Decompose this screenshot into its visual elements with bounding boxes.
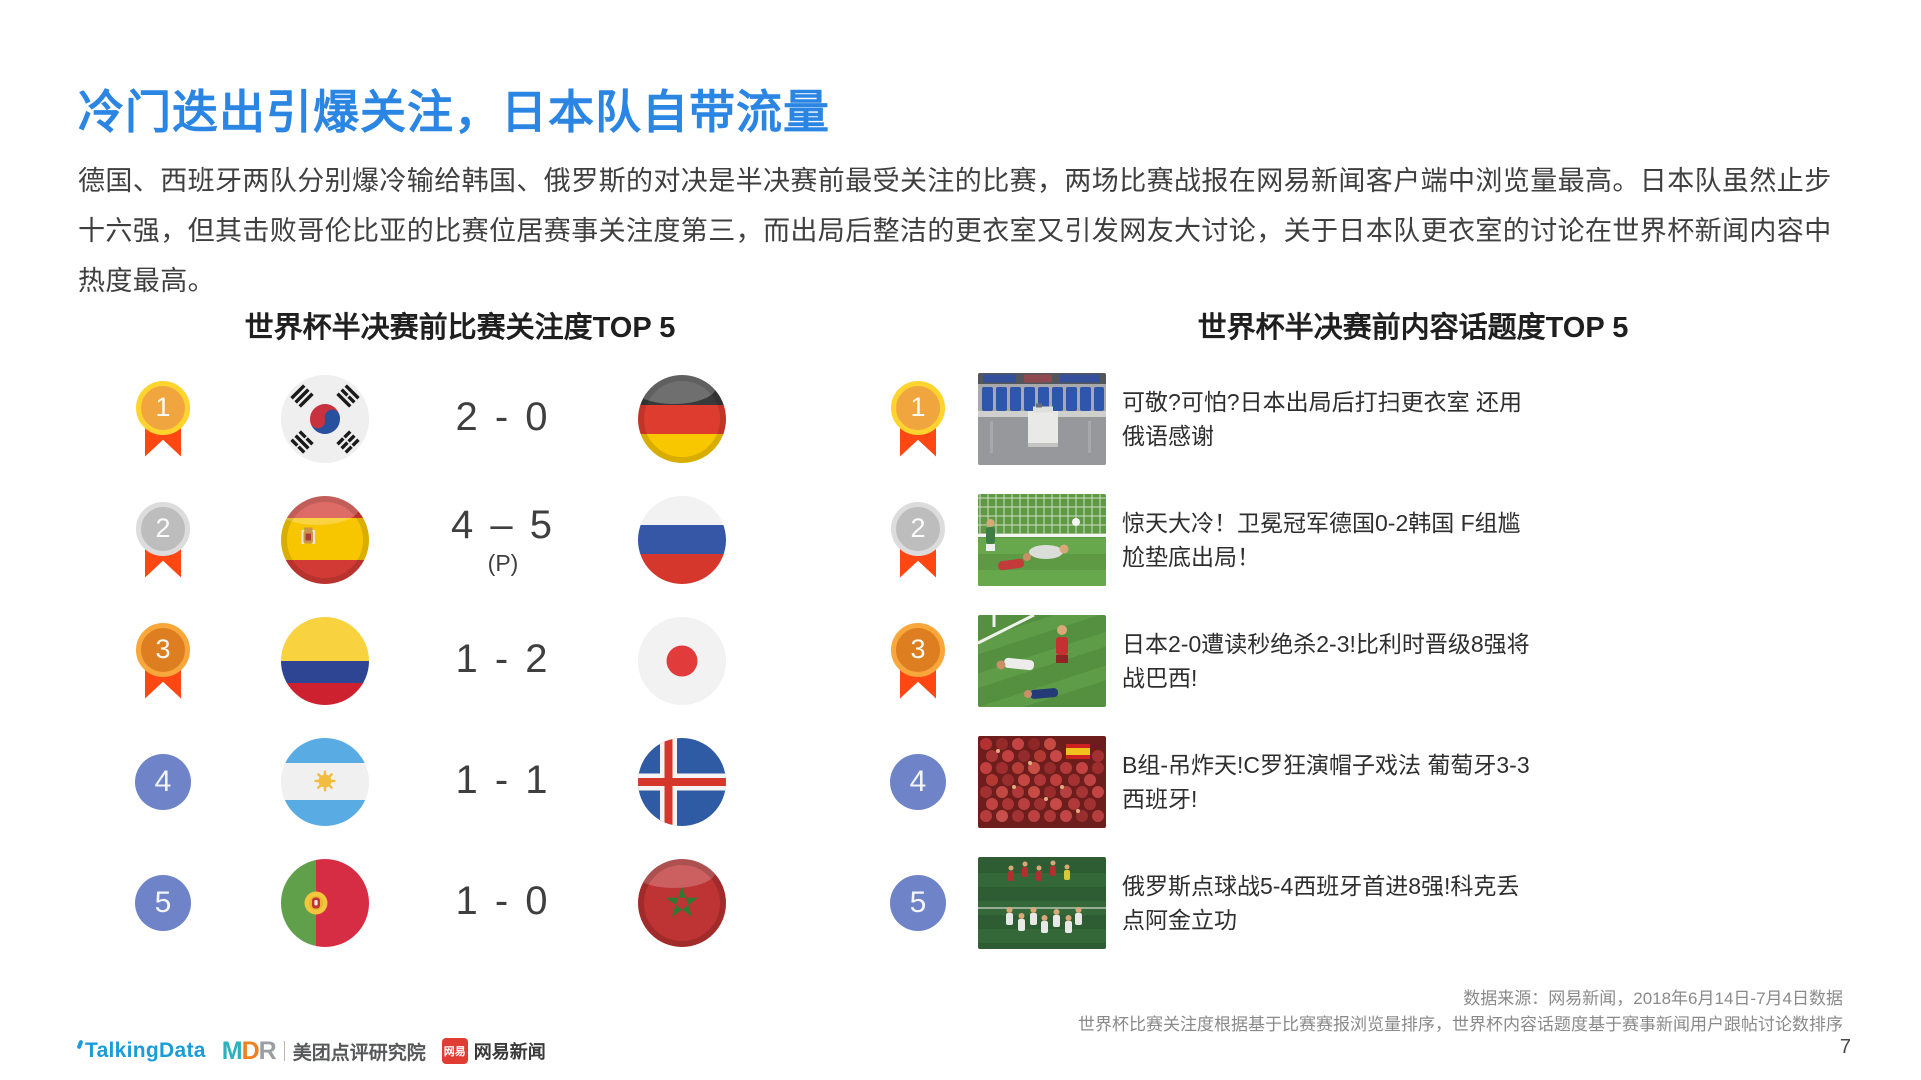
match-score: 4 – 5 (451, 502, 555, 547)
japan-locker-room-thumbnail (978, 372, 1106, 465)
medal-coin: 1 (136, 380, 190, 435)
rank-number: 1 (155, 392, 171, 422)
meituan-research-label: 美团点评研究院 (292, 1042, 426, 1064)
topic-headline: 可敬?可怕?日本出局后打扫更衣室 还用俄语感谢 (1122, 388, 1522, 449)
netease-badge-icon: 网易 (441, 1038, 468, 1064)
mdr-letter-m: M (221, 1036, 243, 1065)
rank-number: 2 (910, 513, 926, 543)
mdr-logo-letters: MDR (221, 1036, 277, 1066)
mdr-letter-d: D (241, 1036, 260, 1065)
topic-headline: 俄罗斯点球战5-4西班牙首进8强!科克丢点阿金立功 (1122, 872, 1520, 933)
topic-row: 5 (858, 842, 1598, 963)
rank-circle-icon: 5 (889, 863, 947, 943)
intro-paragraph: 德国、西班牙两队分别爆冷输给韩国、俄罗斯的对决是半决赛前最受关注的比赛，两场比赛… (78, 166, 1832, 296)
matches-section-title: 世界杯半决赛前比赛关注度TOP 5 (244, 312, 676, 344)
topic-headline: 日本2-0遭读秒绝杀2-3!比利时晋级8强将战巴西! (1122, 630, 1530, 691)
rank-number: 5 (154, 885, 172, 919)
medal-coin: 3 (891, 622, 945, 677)
match-row: 5 1 - 0 (100, 842, 800, 963)
data-source-line2: 世界杯比赛关注度根据基于比赛赛报浏览量排序，世界杯内容话题度基于赛事新闻用户跟帖… (1078, 1015, 1843, 1034)
topic-headline: B组-吊炸天!C罗狂演帽子戏法 葡萄牙3-3西班牙! (1122, 751, 1530, 812)
topic-row: 1 (858, 358, 1598, 479)
south-korea-flag (280, 374, 369, 463)
match-score: 1 - 1 (455, 758, 551, 802)
talkingdata-tick-icon (76, 1039, 84, 1050)
spain-flag (280, 495, 369, 584)
argentina-flag (280, 737, 369, 826)
page-number: 7 (1839, 1036, 1851, 1058)
russia-flag (637, 495, 726, 584)
match-row: 3 1 - 2 (100, 600, 800, 721)
match-row: 4 (100, 721, 800, 842)
gold-medal-icon: 1 (134, 379, 192, 459)
topic-headline: 惊天大冷！卫冕冠军德国0-2韩国 F组尴尬垫底出局！ (1122, 509, 1521, 570)
medal-coin: 3 (136, 622, 190, 677)
gold-medal-icon: 1 (889, 379, 947, 459)
portugal-spain-fans-thumbnail (978, 735, 1106, 828)
page-title: 冷门迭出引爆关注，日本队自带流量 (78, 86, 830, 138)
topics-ranking-list: 1 (858, 358, 1598, 963)
medal-coin: 4 (135, 753, 191, 810)
rank-number: 2 (155, 513, 171, 543)
medal-coin: 1 (891, 380, 945, 435)
penalty-note: (P) (487, 549, 519, 576)
germany-korea-goal-thumbnail (978, 493, 1106, 586)
topics-section-title: 世界杯半决赛前内容话题度TOP 5 (1197, 312, 1629, 344)
match-score: 1 - 0 (455, 879, 551, 923)
matches-ranking-list: 1 (100, 358, 800, 963)
meituan-dianping-research-logo: MDR 美团点评研究院 (222, 1037, 426, 1066)
morocco-flag (637, 858, 726, 947)
rank-number: 4 (154, 764, 172, 798)
colombia-flag (280, 616, 369, 705)
match-score: 2 - 0 (455, 395, 551, 439)
spain-crest (301, 527, 315, 544)
russia-spain-penalties-thumbnail (978, 856, 1106, 949)
bronze-medal-icon: 3 (134, 621, 192, 701)
topic-row: 3 日本2-0遭读秒绝杀2-3!比利时 (858, 600, 1598, 721)
rank-circle-icon: 5 (134, 863, 192, 943)
rank-number: 3 (910, 634, 926, 664)
silver-medal-icon: 2 (889, 500, 947, 580)
topic-row: 4 (858, 721, 1598, 842)
medal-coin: 5 (890, 874, 946, 931)
japan-belgium-match-thumbnail (978, 614, 1106, 707)
rank-number: 4 (909, 764, 927, 798)
rank-number: 3 (155, 634, 171, 664)
mdr-letter-r: R (258, 1036, 277, 1065)
logo-divider (283, 1041, 285, 1061)
netease-news-logo: 网易 网易新闻 (441, 1038, 546, 1064)
medal-coin: 5 (135, 874, 191, 931)
footer-logos: TalkingData MDR 美团点评研究院 网易 网易新闻 (76, 1036, 546, 1066)
data-source-line1: 数据来源：网易新闻，2018年6月14日-7月4日数据 (1463, 989, 1843, 1008)
match-row: 1 (100, 358, 800, 479)
medal-coin: 2 (136, 501, 190, 556)
talkingdata-logo-text: TalkingData (85, 1039, 206, 1062)
rank-circle-icon: 4 (889, 742, 947, 822)
talkingdata-logo: TalkingData (76, 1039, 206, 1063)
match-score: 1 - 2 (455, 637, 551, 681)
germany-flag (637, 374, 726, 463)
medal-coin: 4 (890, 753, 946, 810)
rank-number: 5 (909, 885, 927, 919)
match-row: 2 (100, 479, 800, 600)
bronze-medal-icon: 3 (889, 621, 947, 701)
silver-medal-icon: 2 (134, 500, 192, 580)
iceland-flag (637, 737, 726, 826)
rank-number: 1 (910, 392, 926, 422)
netease-news-label: 网易新闻 (473, 1042, 546, 1062)
topic-row: 2 惊天大冷！卫冕冠军德 (858, 479, 1598, 600)
rank-circle-icon: 4 (134, 742, 192, 822)
medal-coin: 2 (891, 501, 945, 556)
japan-flag (637, 616, 726, 705)
portugal-flag (280, 858, 369, 947)
